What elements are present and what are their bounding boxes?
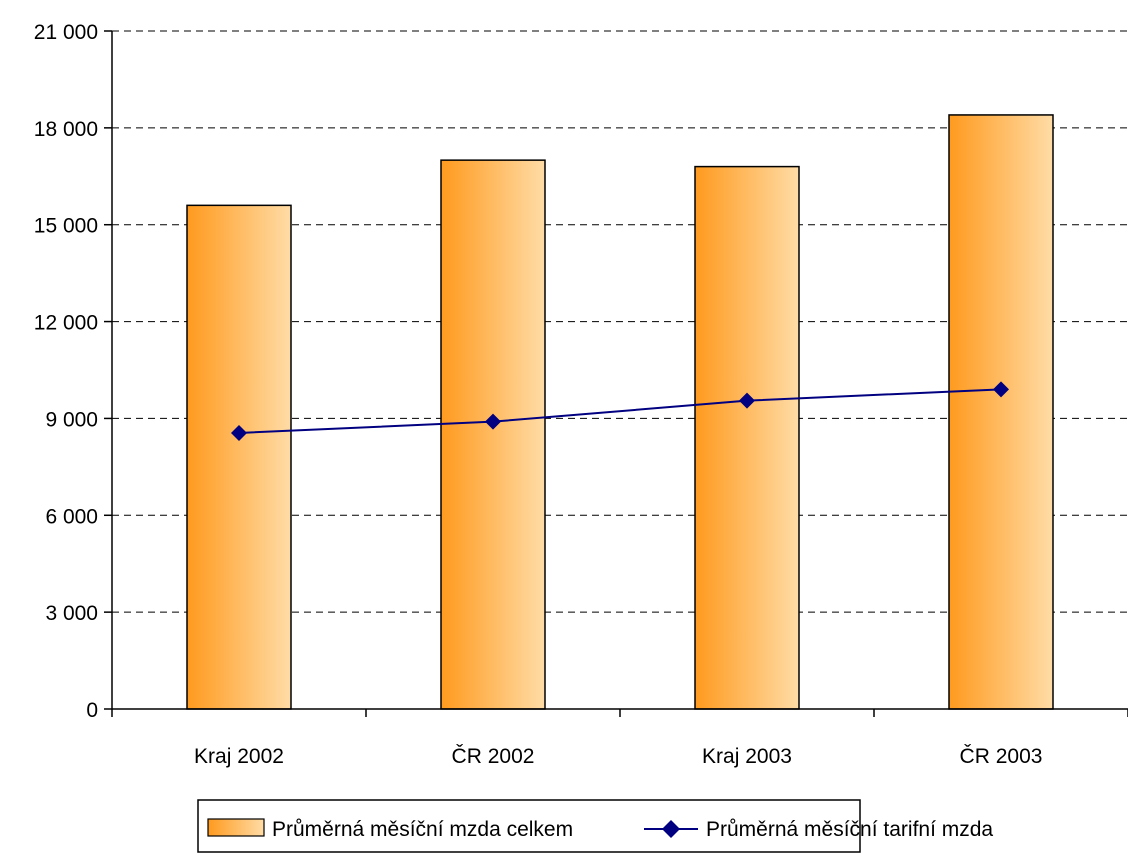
x-tick-label: ČR 2002 <box>452 745 535 768</box>
bar <box>948 114 1054 710</box>
x-tick-labels: Kraj 2002 ČR 2002 Kraj 2003 ČR 2003 <box>194 745 1042 768</box>
legend-swatch-marker <box>662 820 680 838</box>
x-tick-label: Kraj 2003 <box>702 745 792 768</box>
series-marker <box>739 392 755 409</box>
y-tick-label: 21 000 <box>34 21 98 44</box>
line-series <box>231 381 1009 441</box>
series-marker <box>231 424 247 441</box>
axes <box>104 30 1128 717</box>
y-tick-labels: 0 3 000 6 000 9 000 12 000 15 000 18 000 21 000 <box>34 21 98 722</box>
y-tick-label: 6 000 <box>45 505 98 528</box>
y-tick-label: 18 000 <box>34 118 98 141</box>
legend-box <box>197 799 861 853</box>
y-tick-label: 0 <box>86 699 98 722</box>
bar <box>186 204 292 710</box>
series-marker <box>993 381 1009 398</box>
y-tick-label: 12 000 <box>34 312 98 335</box>
y-tick-label: 9 000 <box>45 408 98 431</box>
x-tick-label: Kraj 2002 <box>194 745 284 768</box>
legend-label-bar: Průměrná měsíční mzda celkem <box>272 818 573 841</box>
legend-swatch-bar <box>207 818 265 837</box>
bar <box>440 159 546 710</box>
y-tick-label: 15 000 <box>34 215 98 238</box>
series-marker <box>485 413 501 430</box>
legend-label-line: Průměrná měsíční tarifní mzda <box>706 818 993 841</box>
x-tick-label: ČR 2003 <box>960 745 1043 768</box>
y-tick-label: 3 000 <box>45 602 98 625</box>
bars <box>186 114 1054 710</box>
legend: Průměrná měsíční mzda celkem Průměrná mě… <box>197 799 993 853</box>
series-line <box>238 388 1002 434</box>
bar <box>694 165 800 710</box>
